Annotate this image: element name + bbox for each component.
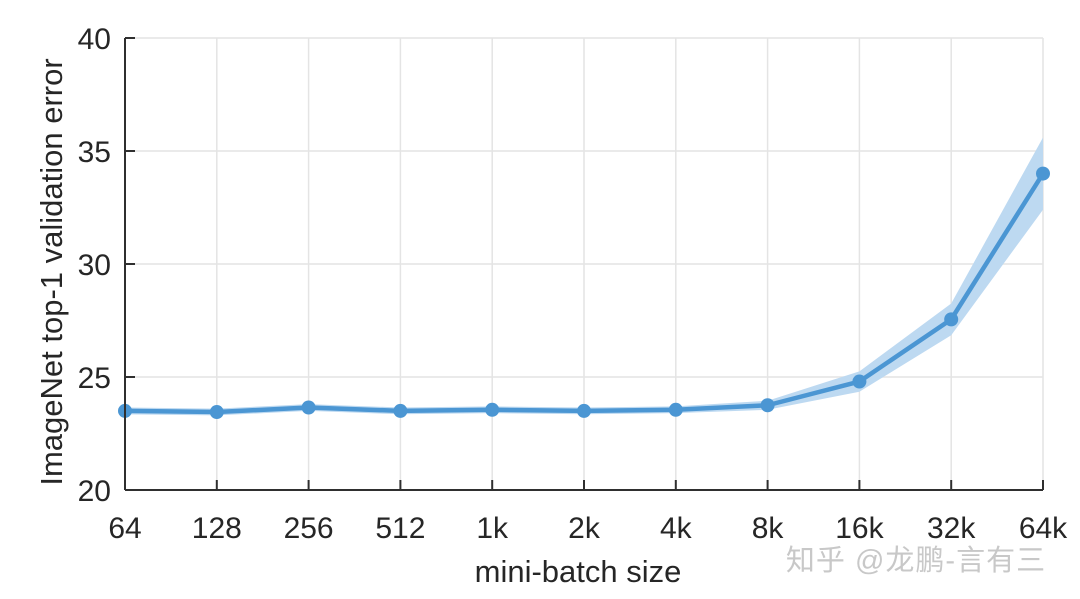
data-point-1k	[485, 402, 500, 417]
x-tick-label: 2k	[568, 512, 601, 545]
data-point-16k	[852, 374, 867, 389]
data-point-64k	[1036, 166, 1050, 181]
x-tick-label: 64k	[1019, 512, 1068, 545]
x-tick-label: 256	[284, 512, 334, 545]
x-tick-label: 16k	[835, 512, 884, 545]
data-point-8k	[760, 398, 775, 413]
data-point-128	[209, 405, 224, 420]
data-point-32k	[944, 312, 959, 327]
x-tick-label: 8k	[752, 512, 785, 545]
x-tick-label: 64	[108, 512, 141, 545]
y-axis-label: ImageNet top-1 validation error	[34, 58, 69, 486]
y-tick-label: 25	[78, 362, 111, 395]
x-tick-label: 32k	[927, 512, 976, 545]
data-point-4k	[668, 402, 683, 417]
y-tick-label: 20	[78, 475, 111, 508]
y-tick-label: 30	[78, 249, 111, 282]
data-point-256	[301, 400, 316, 415]
data-point-512	[393, 403, 408, 418]
x-tick-label: 4k	[660, 512, 693, 545]
y-tick-label: 35	[78, 136, 111, 169]
x-tick-label: 128	[192, 512, 242, 545]
x-tick-label: 512	[375, 512, 425, 545]
x-axis-label: mini-batch size	[474, 554, 682, 589]
y-tick-label: 40	[78, 23, 111, 56]
x-tick-label: 1k	[476, 512, 509, 545]
watermark-text: 知乎 @龙鹏-言有三	[785, 545, 1047, 577]
data-point-2k	[577, 403, 591, 418]
